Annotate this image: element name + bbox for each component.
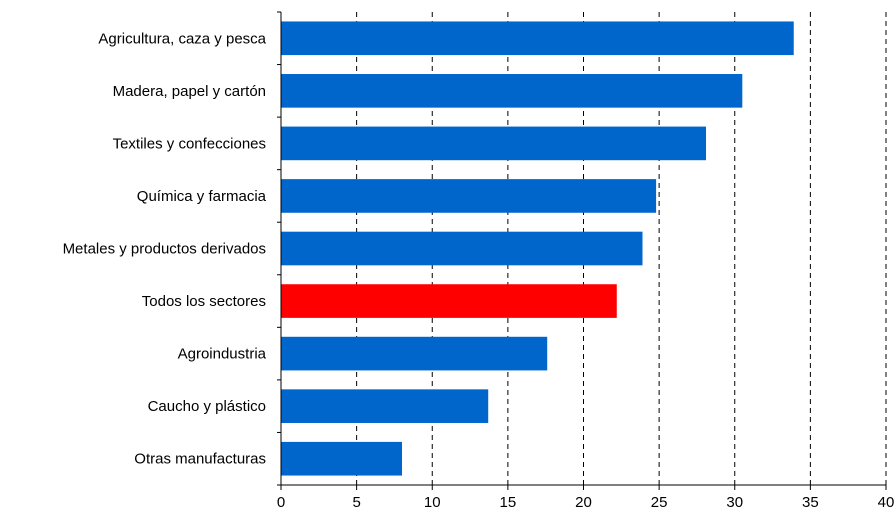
bar-6: [281, 284, 617, 318]
x-tick-label: 25: [651, 494, 668, 511]
bar-2: [281, 74, 743, 108]
x-tick-label: 5: [352, 494, 360, 511]
bar-1: [281, 21, 794, 56]
x-tick-label: 0: [277, 494, 285, 511]
category-label: Metales y productos derivados: [63, 241, 266, 258]
bar-5: [281, 231, 643, 266]
category-label: Agricultura, caza y pesca: [98, 30, 266, 47]
x-tick-label: 35: [802, 494, 819, 511]
bar-9: [281, 441, 402, 476]
category-label: Todos los sectores: [142, 293, 266, 310]
x-tick-label: 40: [878, 494, 895, 511]
x-tick-label: 10: [424, 494, 441, 511]
bar-4: [281, 179, 657, 213]
category-label: Caucho y plástico: [148, 398, 266, 415]
category-label: Química y farmacia: [137, 188, 267, 205]
x-tick-label: 15: [500, 494, 517, 511]
category-label: Agroindustria: [178, 346, 267, 363]
bar-8: [281, 389, 489, 423]
bar-3: [281, 126, 707, 161]
x-tick-label: 30: [726, 494, 743, 511]
category-label: Otras manufacturas: [134, 451, 266, 468]
bar-7: [281, 336, 548, 371]
category-label: Textiles y confecciones: [113, 135, 266, 152]
category-label: Madera, papel y cartón: [113, 83, 266, 100]
x-tick-label: 20: [575, 494, 592, 511]
